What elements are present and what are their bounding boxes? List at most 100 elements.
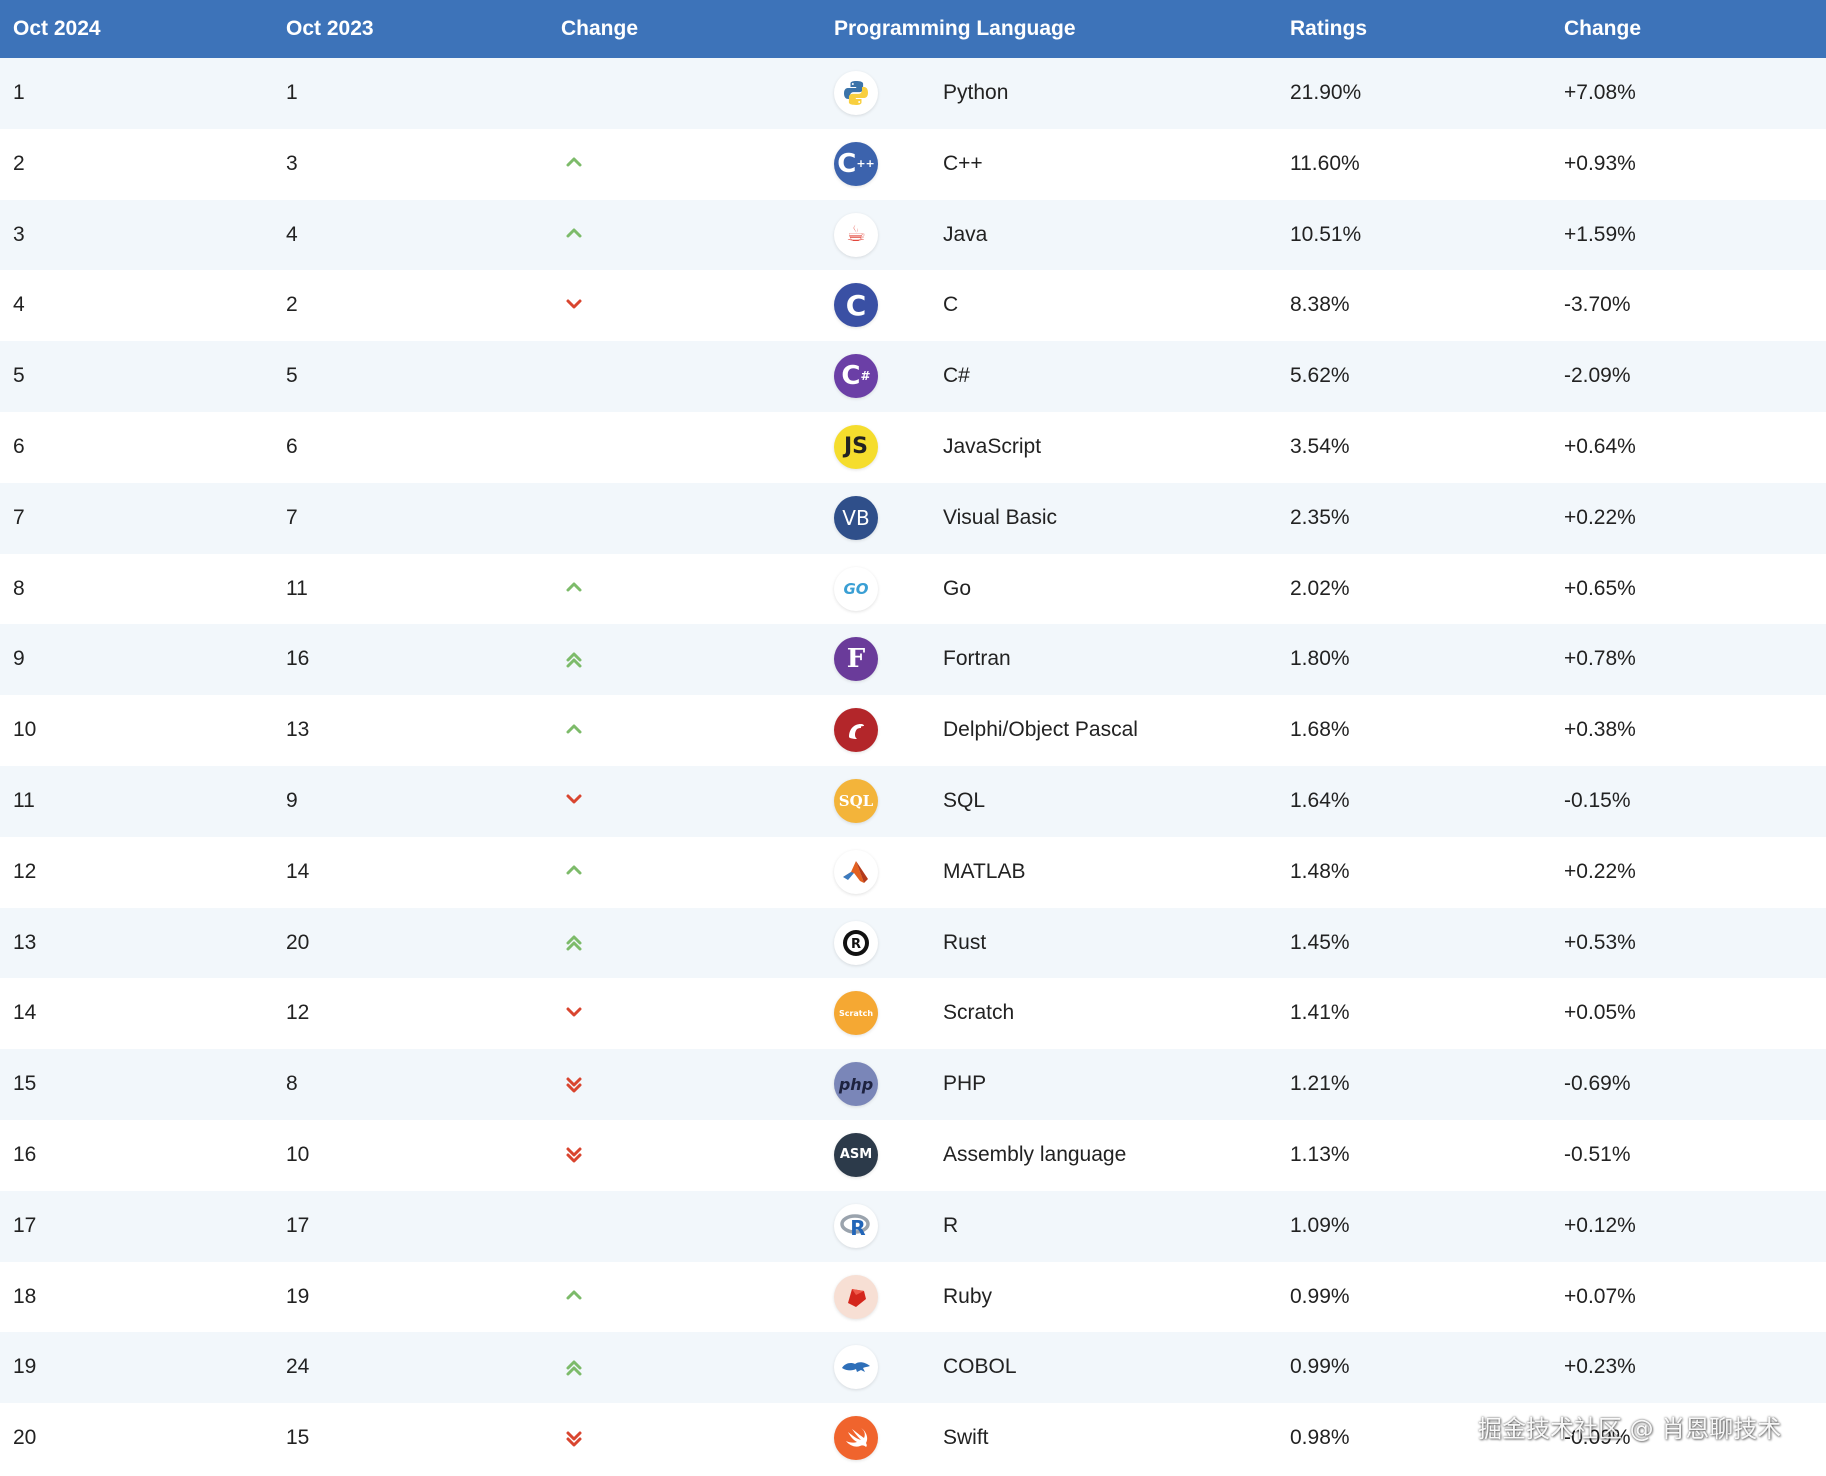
table-row[interactable]: 14 12 Scratch Scratch 1.41% +0.05% [0, 978, 1826, 1050]
rating-value: 11.60% [1290, 151, 1360, 175]
rank-previous: 4 [286, 222, 298, 246]
rating-value: 0.99% [1290, 1284, 1350, 1308]
language-name[interactable]: Go [943, 576, 972, 600]
rating-value: 2.02% [1290, 576, 1350, 600]
double-chevron-up-icon [565, 933, 583, 953]
rank-current: 8 [13, 576, 25, 600]
rank-current: 1 [13, 81, 25, 104]
language-name[interactable]: Java [943, 222, 988, 246]
rank-change-cell [562, 1332, 586, 1403]
table-row[interactable]: 20 15 Swift 0.98% -0.09% [0, 1403, 1826, 1474]
rank-change-cell [562, 412, 586, 483]
language-name[interactable]: PHP [943, 1072, 987, 1096]
rank-current: 5 [13, 364, 25, 388]
table-row[interactable]: 15 8 php PHP 1.21% -0.69% [0, 1049, 1826, 1120]
rank-previous: 12 [286, 1001, 310, 1025]
rank-previous: 15 [286, 1426, 310, 1450]
rank-change-cell [562, 1049, 586, 1120]
table-row[interactable]: 19 24 COBOL 0.99% +0.23% [0, 1332, 1826, 1404]
language-name[interactable]: MATLAB [943, 859, 1026, 883]
table-row[interactable]: 13 20 R Rust 1.45% +0.53% [0, 907, 1826, 979]
rank-previous: 9 [286, 788, 298, 812]
table-row[interactable]: 3 4 ☕ Java 10.51% +1.59% [0, 199, 1826, 271]
header-ratings[interactable]: Ratings [1290, 17, 1368, 40]
rank-previous: 10 [286, 1142, 310, 1166]
table-header: Oct 2024 Oct 2023 Change Programming Lan… [0, 0, 1826, 58]
rank-previous: 2 [286, 293, 298, 317]
matlab-icon [834, 849, 878, 894]
rank-current: 6 [13, 434, 25, 458]
rating-change: +0.38% [1564, 718, 1636, 742]
header-change-rank[interactable]: Change [561, 17, 639, 40]
rank-current: 4 [13, 293, 25, 317]
language-name[interactable]: C [943, 293, 959, 317]
rank-previous: 20 [286, 930, 310, 954]
javascript-icon: JS [834, 424, 878, 469]
rating-change: -0.69% [1564, 1072, 1631, 1096]
table-row[interactable]: 2 3 C ++ C++ 11.60% +0.93% [0, 128, 1826, 200]
table-row[interactable]: 4 2 C C 8.38% -3.70% [0, 270, 1826, 342]
python-icon [834, 71, 878, 115]
scratch-icon: Scratch [834, 991, 878, 1036]
header-oct-2023[interactable]: Oct 2023 [286, 17, 374, 40]
rank-current: 9 [13, 647, 25, 671]
language-name[interactable]: SQL [943, 788, 986, 812]
rank-previous: 24 [286, 1355, 310, 1379]
rating-change: +0.12% [1564, 1213, 1636, 1237]
rating-change: +0.65% [1564, 576, 1636, 600]
table-row[interactable]: 9 16 F Fortran 1.80% +0.78% [0, 624, 1826, 696]
language-name[interactable]: Scratch [943, 1001, 1015, 1025]
chevron-up-icon [565, 225, 583, 245]
header-programming-language[interactable]: Programming Language [834, 17, 1076, 40]
sql-icon: SQL [834, 778, 878, 823]
php-icon: php [834, 1062, 878, 1107]
rating-change: +0.93% [1564, 151, 1636, 175]
rank-change-cell [562, 1120, 586, 1191]
rating-value: 10.51% [1290, 222, 1362, 246]
language-name[interactable]: Rust [943, 930, 987, 954]
language-name[interactable]: Python [943, 81, 1009, 104]
language-name[interactable]: Swift [943, 1426, 989, 1450]
rank-change-cell [562, 978, 586, 1049]
language-name[interactable]: Assembly language [943, 1142, 1127, 1166]
header-oct-2024[interactable]: Oct 2024 [13, 17, 101, 40]
language-name[interactable]: Delphi/Object Pascal [943, 718, 1138, 742]
rank-current: 20 [13, 1426, 37, 1450]
rank-change-cell [562, 554, 586, 625]
rank-current: 19 [13, 1355, 37, 1379]
table-row[interactable]: 8 11 GO Go 2.02% +0.65% [0, 553, 1826, 625]
rating-change: +0.64% [1564, 434, 1636, 458]
rank-previous: 14 [286, 859, 310, 883]
rank-previous: 17 [286, 1213, 310, 1237]
rating-change: -0.51% [1564, 1142, 1631, 1166]
table-row[interactable]: 16 10 ASM Assembly language 1.13% -0.51% [0, 1119, 1826, 1191]
language-name[interactable]: R [943, 1213, 959, 1237]
language-name[interactable]: Fortran [943, 647, 1011, 671]
header-change-ratings[interactable]: Change [1564, 17, 1642, 40]
table-row[interactable]: 5 5 C # C# 5.62% -2.09% [0, 341, 1826, 412]
double-chevron-down-icon [565, 1075, 583, 1095]
rating-value: 1.80% [1290, 647, 1350, 671]
table-row[interactable]: 1 1 Python 21.90% +7.08% [0, 58, 1826, 129]
rating-value: 5.62% [1290, 364, 1350, 388]
svg-text:R: R [850, 1216, 865, 1240]
language-name[interactable]: Ruby [943, 1284, 993, 1308]
table-row[interactable]: 10 13 Delphi/Object Pascal 1.68% +0.38% [0, 695, 1826, 766]
rank-current: 13 [13, 930, 37, 954]
rating-value: 1.21% [1290, 1072, 1350, 1096]
language-name[interactable]: C# [943, 364, 970, 388]
table-row[interactable]: 11 9 SQL SQL 1.64% -0.15% [0, 765, 1826, 837]
table-row[interactable]: 6 6 JS JavaScript 3.54% +0.64% [0, 411, 1826, 483]
rating-value: 3.54% [1290, 434, 1350, 458]
language-name[interactable]: Visual Basic [943, 505, 1058, 529]
language-name[interactable]: COBOL [943, 1355, 1017, 1379]
double-chevron-down-icon [565, 1145, 583, 1165]
language-name[interactable]: C++ [943, 151, 983, 175]
table-row[interactable]: 12 14 MATLAB 1.48% +0.22% [0, 836, 1826, 908]
table-row[interactable]: 17 17 R R 1.09% +0.12% [0, 1190, 1826, 1262]
rating-value: 1.48% [1290, 859, 1350, 883]
double-chevron-down-icon [565, 1429, 583, 1449]
language-name[interactable]: JavaScript [943, 434, 1042, 458]
table-row[interactable]: 7 7 VB Visual Basic 2.35% +0.22% [0, 482, 1826, 554]
table-row[interactable]: 18 19 Ruby 0.99% +0.07% [0, 1261, 1826, 1333]
